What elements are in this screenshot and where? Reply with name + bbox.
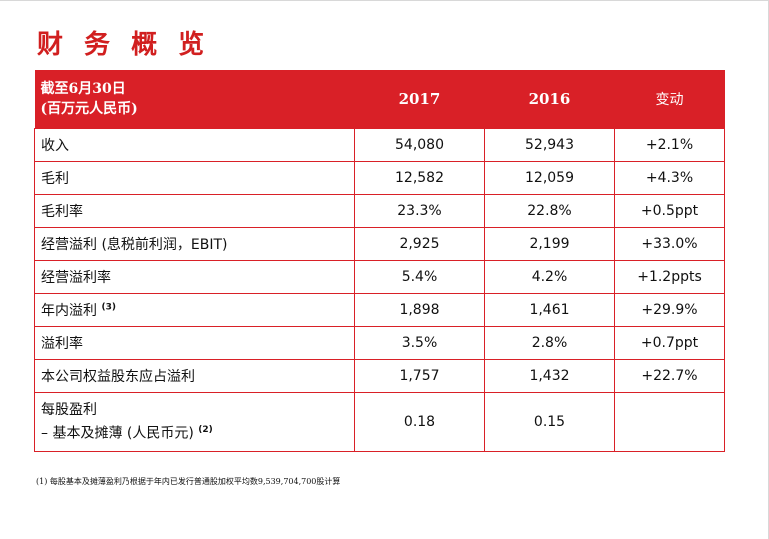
row-change: +2.1% [614, 127, 725, 162]
row-label: 毛利 [34, 160, 355, 195]
table-row: 收入 54,080 52,943 +2.1% [34, 127, 725, 162]
row-change: +0.5ppt [614, 193, 725, 228]
row-value-2016: 12,059 [484, 160, 615, 195]
eps-footnote-ref: (2) [198, 424, 213, 435]
row-change: +22.7% [614, 358, 725, 393]
header-unit-line2: (百万元人民币) [40, 100, 138, 117]
header-period-label: 截至6月30日 (百万元人民币) [35, 70, 355, 128]
eps-label-line2-text: – 基本及摊薄 (人民币元) [41, 425, 194, 442]
row-footnote-ref: (3) [101, 301, 116, 312]
page-title: 财 务 概 览 [37, 30, 211, 60]
row-change: +1.2ppts [614, 259, 725, 294]
financial-overview-table: 截至6月30日 (百万元人民币) 2017 2016 变动 收入 54,080 52… [34, 70, 725, 452]
row-label: 年内溢利 (3) [34, 292, 355, 327]
table-row: 溢利率 3.5% 2.8% +0.7ppt [34, 325, 725, 360]
row-label: 经营溢利 (息税前利润，EBIT) [34, 226, 355, 261]
row-value-2016: 2,199 [484, 226, 615, 261]
row-value-2017: 5.4% [354, 259, 485, 294]
row-value-2017: 1,757 [354, 358, 485, 393]
row-value-2017: 54,080 [354, 127, 485, 162]
table-row: 毛利率 23.3% 22.8% +0.5ppt [34, 193, 725, 228]
row-value-2016: 1,432 [484, 358, 615, 393]
row-value-2016: 1,461 [484, 292, 615, 327]
header-2017: 2017 [398, 89, 441, 108]
row-value-2016: 2.8% [484, 325, 615, 360]
eps-label-line2: – 基本及摊薄 (人民币元) (2) [41, 420, 354, 444]
row-label: 毛利率 [34, 193, 355, 228]
eps-2016: 0.15 [484, 391, 615, 452]
header-2016: 2016 [528, 89, 571, 108]
page-border-top [0, 0, 769, 1]
row-label: 收入 [34, 127, 355, 162]
eps-change [614, 391, 725, 452]
eps-2017: 0.18 [354, 391, 485, 452]
table-header-row: 截至6月30日 (百万元人民币) 2017 2016 变动 [34, 70, 725, 128]
row-value-2016: 52,943 [484, 127, 615, 162]
row-value-2016: 4.2% [484, 259, 615, 294]
row-label: 溢利率 [34, 325, 355, 360]
row-value-2016: 22.8% [484, 193, 615, 228]
table-row: 年内溢利 (3) 1,898 1,461 +29.9% [34, 292, 725, 327]
row-change: +4.3% [614, 160, 725, 195]
row-change: +33.0% [614, 226, 725, 261]
row-value-2017: 3.5% [354, 325, 485, 360]
eps-label-line1: 每股盈利 [41, 401, 97, 418]
table-row: 经营溢利 (息税前利润，EBIT) 2,925 2,199 +33.0% [34, 226, 725, 261]
row-value-2017: 12,582 [354, 160, 485, 195]
table-row-eps: 每股盈利 – 基本及摊薄 (人民币元) (2) 0.18 0.15 [34, 391, 725, 452]
row-label: 本公司权益股东应占溢利 [34, 358, 355, 393]
row-value-2017: 2,925 [354, 226, 485, 261]
table-row: 经营溢利率 5.4% 4.2% +1.2ppts [34, 259, 725, 294]
row-value-2017: 23.3% [354, 193, 485, 228]
header-change: 变动 [655, 91, 684, 108]
table-row: 本公司权益股东应占溢利 1,757 1,432 +22.7% [34, 358, 725, 393]
footnote: (1) 每股基本及摊薄盈利乃根据于年内已发行普通股加权平均数9,539,704,… [36, 477, 341, 486]
row-value-2017: 1,898 [354, 292, 485, 327]
table-row: 毛利 12,582 12,059 +4.3% [34, 160, 725, 195]
row-label-text: 年内溢利 [41, 302, 97, 319]
row-label: 经营溢利率 [34, 259, 355, 294]
row-change: +0.7ppt [614, 325, 725, 360]
header-period-line1: 截至6月30日 [40, 80, 126, 97]
eps-label: 每股盈利 – 基本及摊薄 (人民币元) (2) [34, 391, 355, 452]
row-change: +29.9% [614, 292, 725, 327]
